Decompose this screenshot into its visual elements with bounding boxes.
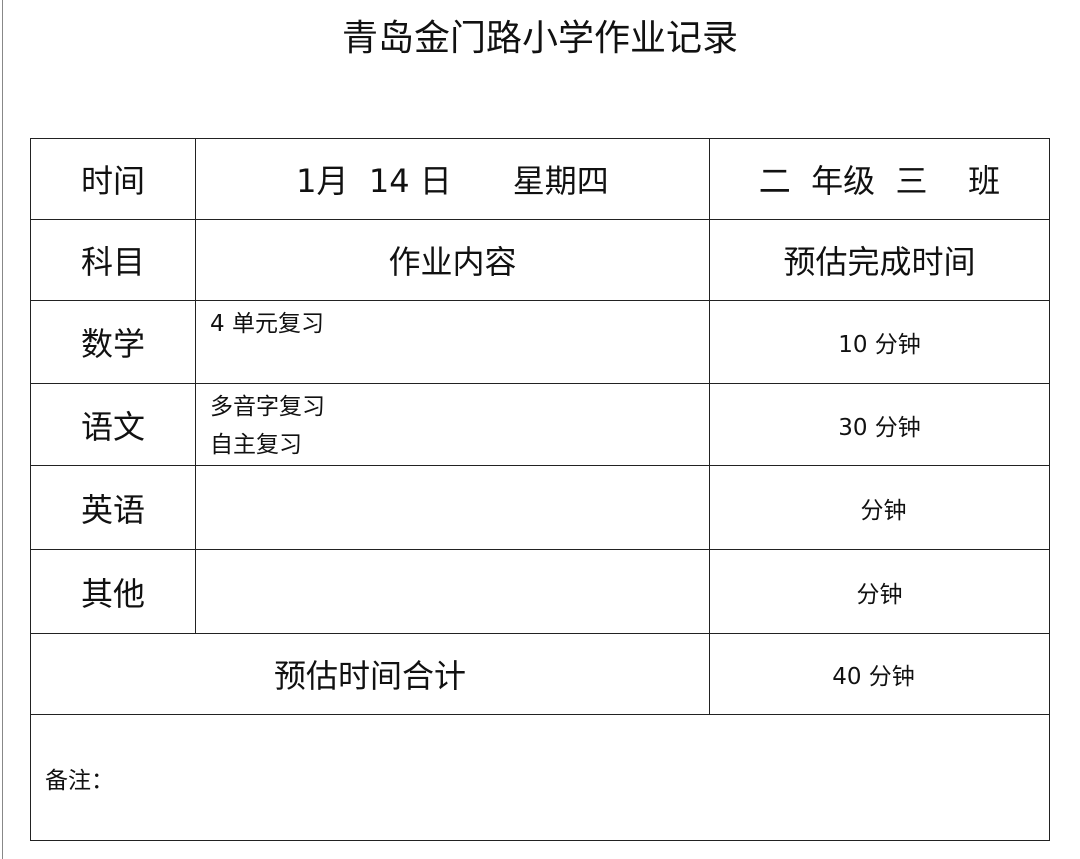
content-line: 自主复习 (210, 432, 302, 458)
page-edge (2, 0, 3, 859)
content-math: 4 单元复习 (195, 300, 710, 384)
content-other (195, 549, 710, 634)
subject-chinese: 语文 (30, 383, 196, 466)
content-line: 4 单元复习 (210, 311, 324, 337)
class-cell: 二 年级 三 班 (709, 138, 1050, 220)
content-header: 作业内容 (195, 219, 710, 301)
note-cell: 备注： (30, 714, 1050, 841)
time-english: 分钟 (709, 465, 1050, 550)
date-cell: 1月 14 日 星期四 (195, 138, 710, 220)
time-math: 10 分钟 (709, 300, 1050, 384)
subject-math: 数学 (30, 300, 196, 384)
total-value: 40 分钟 (709, 633, 1050, 715)
time-other: 分钟 (709, 549, 1050, 634)
page-title: 青岛金门路小学作业记录 (341, 18, 738, 59)
content-english (195, 465, 710, 550)
time-label: 时间 (30, 138, 196, 220)
content-chinese: 多音字复习 自主复习 (195, 383, 710, 466)
time-header: 预估完成时间 (709, 219, 1050, 301)
content-line: 多音字复习 (210, 394, 325, 420)
subject-header: 科目 (30, 219, 196, 301)
subject-english: 英语 (30, 465, 196, 550)
total-label: 预估时间合计 (30, 633, 710, 715)
subject-other: 其他 (30, 549, 196, 634)
note-label: 备注： (45, 767, 114, 794)
time-chinese: 30 分钟 (709, 383, 1050, 466)
